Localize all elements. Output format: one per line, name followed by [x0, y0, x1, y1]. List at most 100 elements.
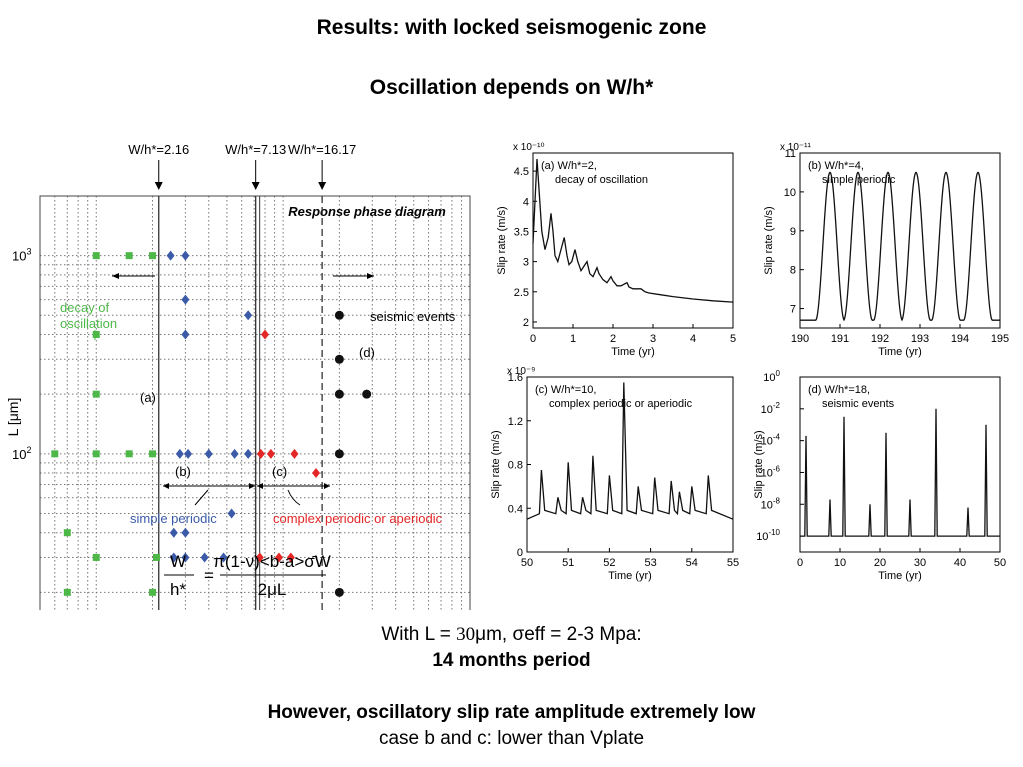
y-tick-label: 103 [12, 247, 31, 264]
point-complex [312, 468, 321, 479]
point-complex [255, 552, 264, 563]
phase-ticks: 100101102101102103 [12, 247, 31, 462]
point-complex [274, 552, 283, 563]
y-tick-label: 10-2 [761, 401, 781, 416]
footer-line-1: With L = 30μm, σeff = 2-3 Mpa: [381, 624, 642, 645]
point-simple [181, 329, 190, 340]
point-seismic [334, 354, 344, 364]
phase-points [51, 250, 372, 597]
point-complex [261, 329, 270, 340]
point-complex [290, 448, 299, 459]
slide-subtitle: Oscillation depends on W/h* [369, 76, 654, 99]
slip-rate-curve [532, 158, 734, 303]
y-tick-label: 10 [784, 187, 796, 199]
point-simple [244, 310, 253, 321]
point-decay [149, 450, 157, 458]
panel-title-2: decay of oscillation [555, 174, 648, 186]
point-simple [184, 448, 193, 459]
y-scale-note: x 10⁻⁹ [507, 366, 535, 377]
y-tick-label: 0.8 [508, 460, 523, 472]
formula: W h* = π(1-ν)<b-a>σ̄W 2μL [164, 552, 331, 599]
x-tick-label: 192 [871, 333, 889, 345]
marker-label: W/h*=2.16 [128, 142, 189, 157]
marker-label: W/h*=16.17 [288, 142, 356, 157]
y-tick-label: 2 [523, 317, 529, 329]
x-tick-label: 10 [834, 557, 846, 569]
x-tick-label: 4 [690, 333, 696, 345]
y-tick-label: 100 [763, 369, 780, 384]
phase-diagram: Response phase diagram W/h*=2.16 W/h*=7.1… [5, 142, 471, 610]
x-tick-label: 55 [727, 557, 739, 569]
label-c: (c) [272, 464, 287, 479]
formula-lhs-num: W [170, 552, 186, 571]
y-tick-label: 11 [785, 148, 796, 160]
panel-title-2: complex periodic or aperiodic [549, 398, 693, 410]
x-tick-label: 2 [610, 333, 616, 345]
panel-title-2: seismic events [822, 398, 895, 410]
point-decay [152, 553, 160, 561]
marker-arrowhead [251, 182, 260, 190]
label-b: (b) [175, 464, 191, 479]
point-simple [169, 552, 178, 563]
phase-grid [39, 195, 471, 610]
point-seismic [334, 449, 344, 459]
footer-line-2: 14 months period [432, 650, 591, 671]
point-decay [125, 252, 133, 260]
point-simple [244, 448, 253, 459]
decay-label-2: oscillation [60, 316, 117, 331]
y-axis-label: Slip rate (m/s) [763, 206, 775, 274]
point-seismic [334, 310, 344, 320]
y-tick-label: 3.5 [514, 226, 529, 238]
point-simple [166, 250, 175, 261]
formula-eq: = [204, 566, 214, 585]
y-tick-label: 0 [517, 547, 523, 559]
label-a: (a) [140, 390, 156, 405]
y-tick-label: 7 [790, 304, 796, 316]
slip-panel-c: 50 51 52 53 54 55 Time (yr) 0 0.4 0.8 1.2 1.6 Slip r… [490, 366, 739, 582]
y-scale-note: x 10⁻¹¹ [780, 142, 812, 153]
marker-label: W/h*=7.13 [225, 142, 286, 157]
x-tick-label: 1 [570, 333, 576, 345]
point-simple [181, 527, 190, 538]
phase-ylabel: L [μm] [5, 398, 21, 437]
point-simple [181, 552, 190, 563]
point-complex [286, 552, 295, 563]
formula-rhs-num: π(1-ν)<b-a>σ̄W [213, 552, 331, 571]
panel-title-1: (b) W/h*=4, [808, 160, 864, 172]
x-tick-label: 3 [650, 333, 656, 345]
x-axis-label: Time (yr) [878, 570, 922, 582]
point-simple [227, 508, 236, 519]
complex-pointer [287, 489, 301, 506]
slip-panel-b: 190 191 192 193 194 195 Time (yr) 7 8 9 10 11 Slip r… [763, 142, 1009, 358]
y-axis-label: Slip rate (m/s) [496, 206, 508, 274]
x-tick-label: 194 [951, 333, 969, 345]
point-decay [92, 390, 100, 398]
simple-pointer [194, 489, 209, 506]
decay-label-1: decay of [60, 300, 110, 315]
formula-rhs-den: 2μL [258, 580, 287, 599]
x-tick-label: 54 [686, 557, 698, 569]
footer-line-4: case b and c: lower than Vplate [378, 728, 645, 749]
x-axis-label: Time (yr) [611, 346, 655, 358]
marker-arrowhead [318, 182, 327, 190]
point-decay [63, 588, 71, 596]
y-tick-label: 0.4 [508, 503, 523, 515]
y-tick-label: 4 [523, 196, 529, 208]
x-tick-label: 50 [994, 557, 1006, 569]
point-complex [266, 448, 275, 459]
panel-frame [799, 152, 1001, 329]
phase-frame [39, 195, 471, 610]
formula-lhs-den: h* [170, 580, 186, 599]
marker-arrowhead [154, 182, 163, 190]
point-decay [149, 588, 157, 596]
x-tick-label: 190 [791, 333, 809, 345]
panel-title-1: (c) W/h*=10, [535, 384, 596, 396]
panel-title-1: (a) W/h*=2, [541, 160, 597, 172]
x-tick-label: 193 [911, 333, 929, 345]
point-simple [175, 448, 184, 459]
phase-marker-labels: W/h*=2.16 W/h*=7.13 W/h*=16.17 [128, 142, 356, 190]
panel-title-1: (d) W/h*=18, [808, 384, 870, 396]
slip-rate-curve [800, 171, 1000, 322]
x-tick-label: 0 [797, 557, 803, 569]
